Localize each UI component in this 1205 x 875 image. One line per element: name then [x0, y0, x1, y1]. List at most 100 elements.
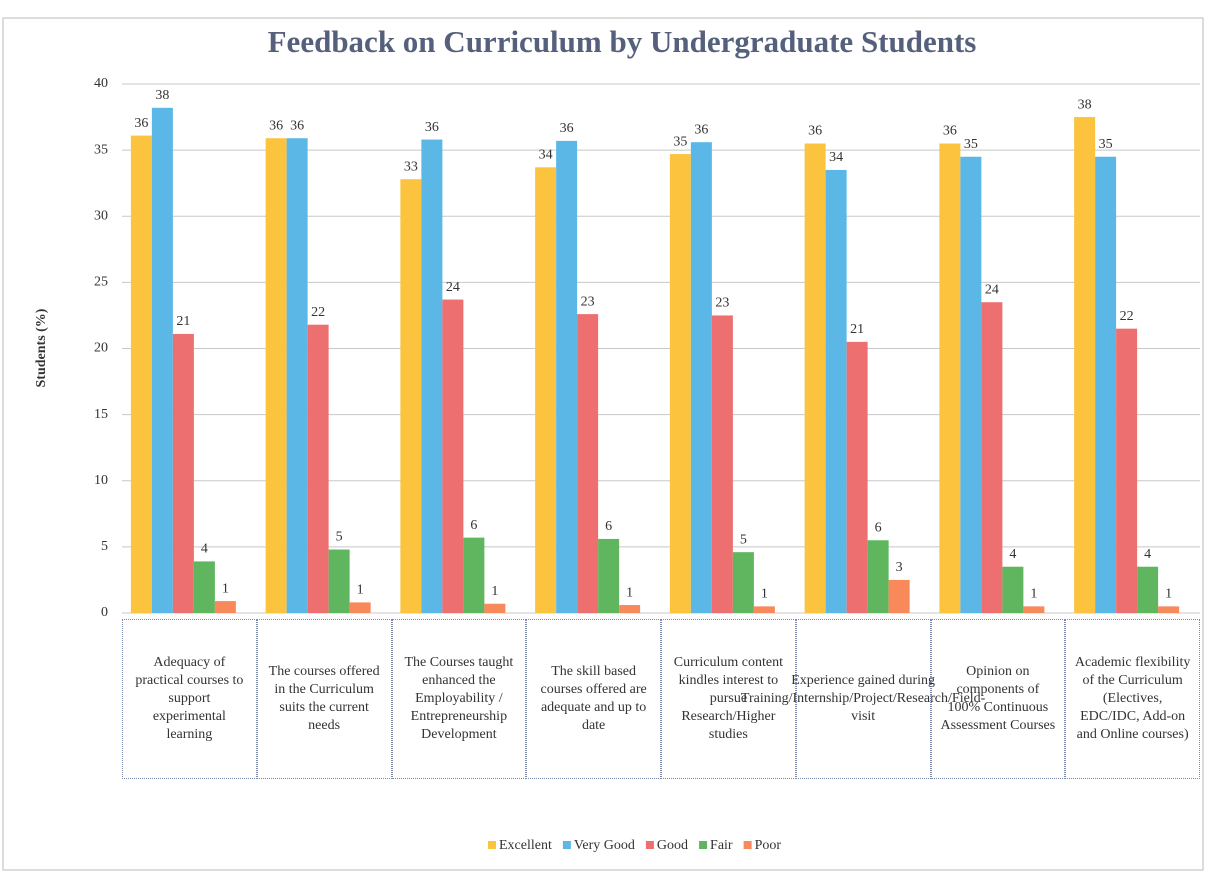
- x-tick-label: Opinion on components of 100% Continuous…: [930, 619, 1066, 779]
- data-label: 36: [134, 116, 148, 131]
- data-label: 1: [357, 583, 364, 598]
- bar: [265, 138, 287, 613]
- x-tick-label: The Courses taught enhanced the Employab…: [391, 619, 527, 779]
- data-label: 36: [808, 124, 822, 139]
- bar: [711, 315, 733, 613]
- data-label: 36: [943, 124, 957, 139]
- bar: [463, 537, 485, 613]
- bar: [535, 167, 557, 613]
- bar: [939, 143, 961, 613]
- x-tick-label: Curriculum content kindles interest to p…: [661, 619, 796, 779]
- y-tick-label: 35: [94, 142, 108, 157]
- bar: [214, 601, 236, 613]
- bar: [753, 606, 775, 613]
- data-label: 24: [446, 280, 460, 295]
- bar: [286, 138, 308, 613]
- y-tick-label: 25: [94, 275, 108, 290]
- data-label: 23: [715, 296, 729, 311]
- bar: [400, 179, 422, 613]
- data-label: 4: [1009, 547, 1016, 562]
- bar: [556, 140, 578, 613]
- data-label: 3: [896, 560, 903, 575]
- y-tick-label: 15: [94, 407, 108, 422]
- data-label: 35: [964, 137, 978, 152]
- data-label: 5: [740, 532, 747, 547]
- bar: [172, 333, 194, 613]
- data-label: 38: [1078, 97, 1092, 112]
- x-tick-label: Adequacy of practical courses to support…: [122, 619, 257, 779]
- legend-swatch: [645, 841, 654, 849]
- bar: [1074, 117, 1096, 613]
- data-label: 6: [875, 520, 882, 535]
- data-label: 6: [470, 518, 477, 533]
- data-label: 36: [694, 122, 708, 137]
- data-label: 34: [539, 148, 553, 163]
- bar: [1158, 606, 1180, 613]
- legend-label: Good: [657, 838, 688, 853]
- data-label: 38: [155, 88, 169, 103]
- bar: [981, 302, 1003, 613]
- x-tick-label: Experience gained during Training/Intern…: [741, 619, 985, 779]
- data-label: 4: [1144, 547, 1151, 562]
- bar: [130, 135, 152, 613]
- legend-swatch: [699, 841, 708, 849]
- x-tick-label: The skill based courses offered are adeq…: [526, 619, 661, 779]
- data-label: 4: [201, 542, 208, 557]
- data-label: 22: [1120, 309, 1134, 324]
- bar: [598, 538, 620, 613]
- data-label: 1: [1030, 587, 1037, 602]
- bar: [307, 324, 329, 613]
- bar: [825, 169, 847, 613]
- bar: [1023, 606, 1045, 613]
- bar: [690, 142, 712, 613]
- bar: [669, 154, 691, 613]
- y-tick-label: 0: [101, 605, 108, 620]
- data-label: 35: [673, 134, 687, 149]
- bar: [442, 299, 464, 613]
- legend-label: Very Good: [574, 838, 635, 853]
- y-tick-label: 20: [94, 341, 108, 356]
- bar: [732, 552, 754, 613]
- x-tick-label: Academic flexibility of the Curriculum (…: [1065, 619, 1200, 779]
- bar: [1116, 328, 1138, 613]
- data-label: 1: [626, 585, 633, 600]
- bar: [867, 540, 889, 613]
- y-tick-label: 10: [94, 473, 108, 488]
- bar: [888, 579, 910, 613]
- legend-swatch: [488, 841, 496, 849]
- y-tick-label: 5: [101, 539, 108, 554]
- legend-label: Excellent: [499, 838, 552, 853]
- data-label: 1: [491, 584, 498, 599]
- chart-title: Feedback on Curriculum by Undergraduate …: [268, 24, 977, 59]
- data-label: 21: [850, 322, 864, 337]
- data-label: 35: [1099, 137, 1113, 152]
- data-label: 36: [425, 120, 439, 135]
- legend-swatch: [562, 841, 571, 849]
- data-label: 5: [336, 530, 343, 545]
- frame: [2, 17, 1204, 871]
- bar: [1095, 156, 1117, 614]
- bar: [421, 139, 443, 614]
- data-label: 36: [560, 121, 574, 136]
- bar: [328, 549, 350, 613]
- bar: [349, 602, 371, 613]
- bar: [1002, 566, 1024, 613]
- bar: [484, 603, 506, 613]
- bar: [960, 156, 982, 614]
- data-label: 33: [404, 159, 418, 174]
- data-label: 24: [985, 282, 999, 297]
- y-tick-label: 30: [94, 208, 108, 223]
- data-label: 22: [311, 305, 325, 320]
- data-label: 6: [605, 519, 612, 534]
- data-label: 36: [290, 118, 304, 133]
- bar: [193, 561, 215, 613]
- bar: [577, 314, 599, 613]
- data-label: 21: [176, 314, 190, 329]
- data-label: 1: [761, 587, 768, 602]
- data-label: 36: [269, 118, 283, 133]
- bar: [846, 341, 868, 613]
- y-axis-label: Students (%): [34, 308, 49, 387]
- bar: [1137, 566, 1159, 613]
- x-tick-label: The courses offered in the Curriculum su…: [256, 619, 392, 779]
